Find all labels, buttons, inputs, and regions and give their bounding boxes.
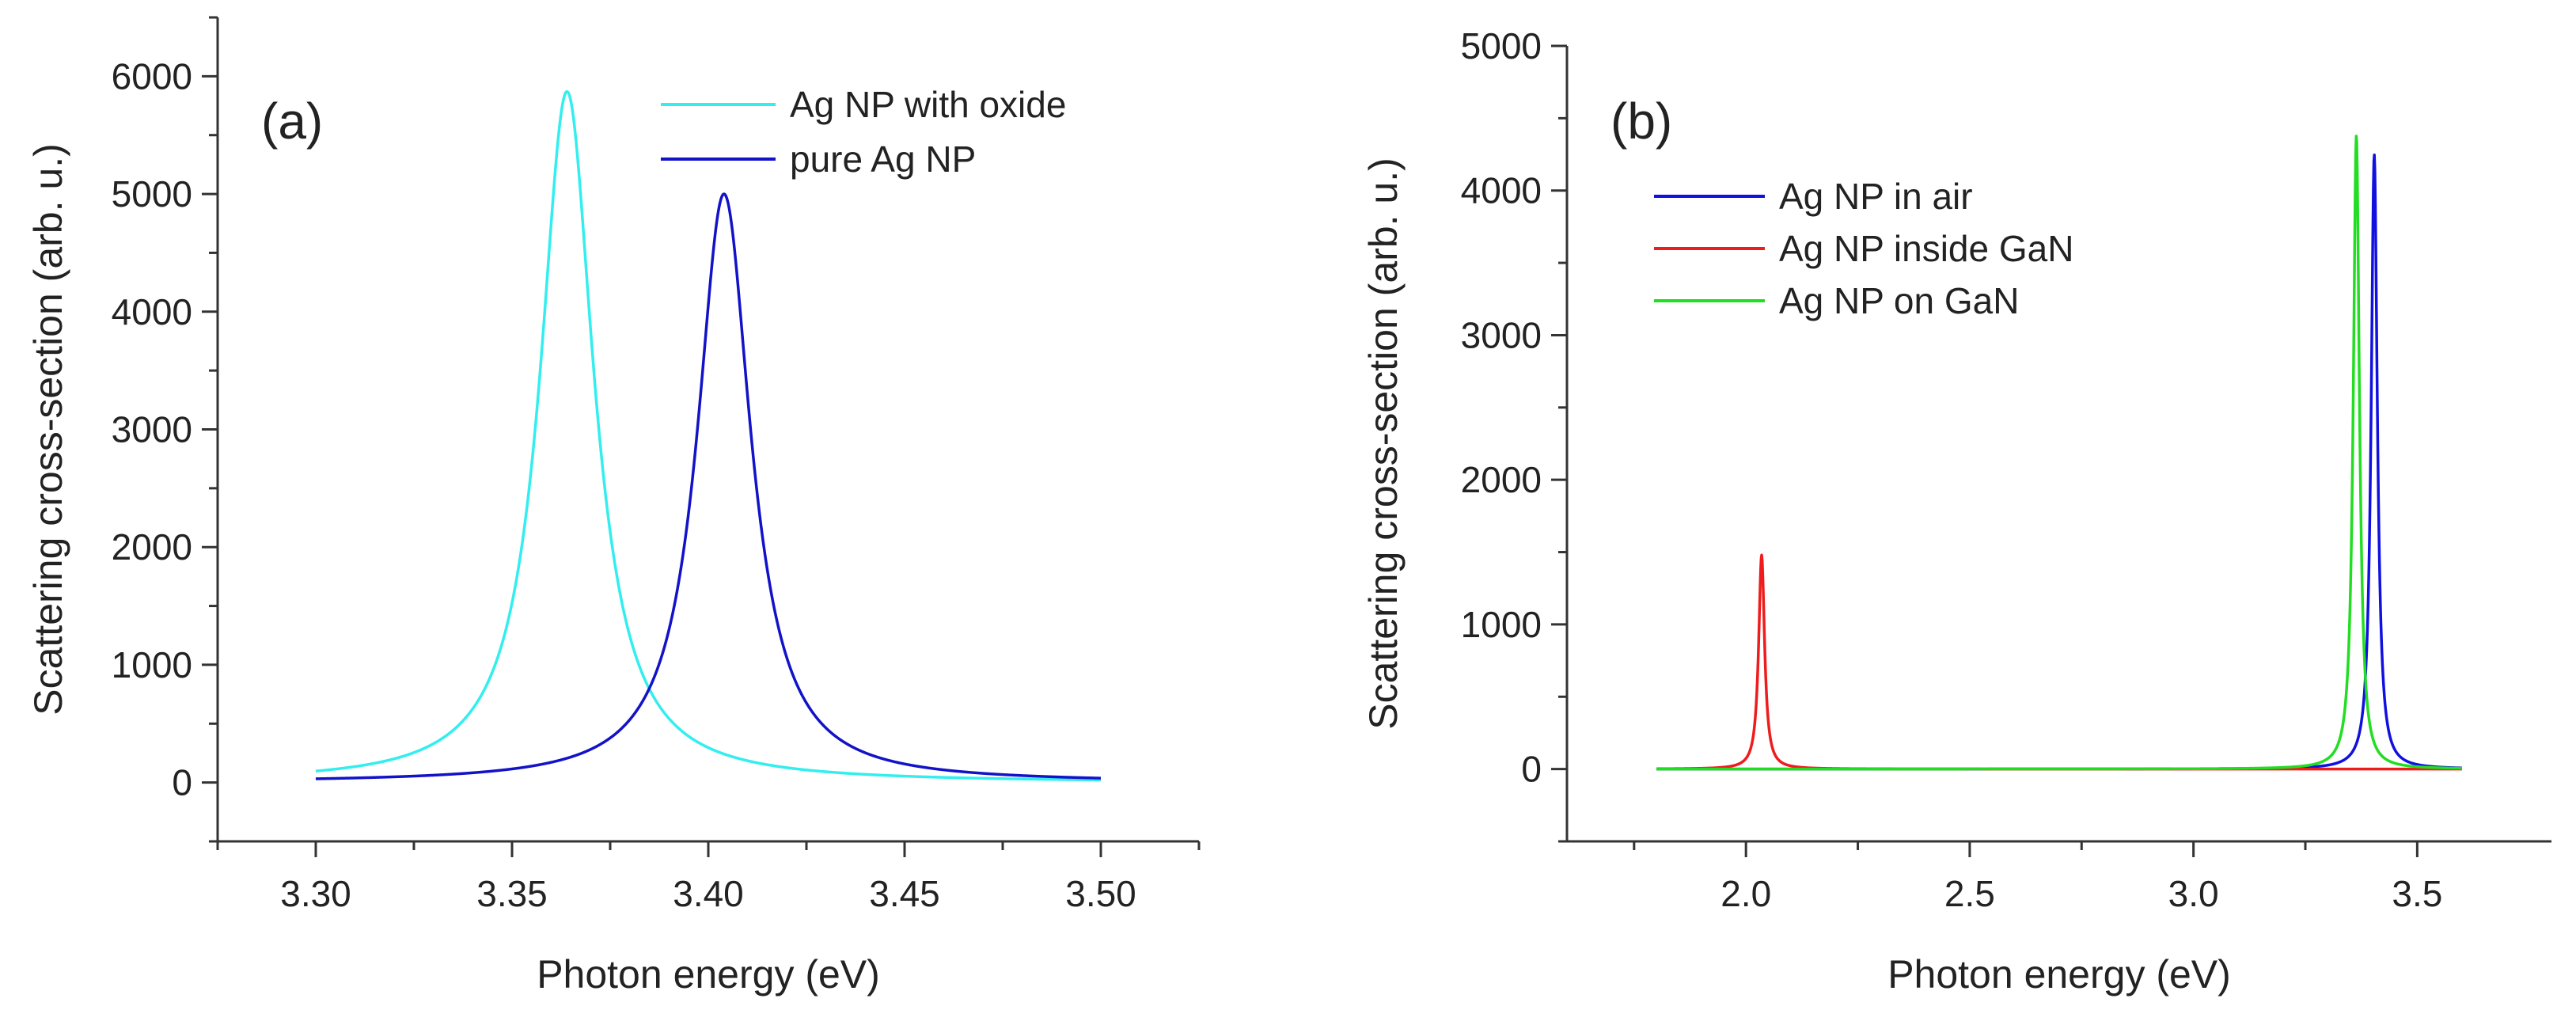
y-axis-title: Scattering cross-section (arb. u.) (26, 143, 70, 716)
y-tick-label: 1000 (1461, 604, 1542, 645)
y-tick-label: 0 (1521, 749, 1542, 790)
y-tick-label: 2000 (112, 526, 192, 568)
y-tick-label: 1000 (112, 644, 192, 685)
y-tick-label: 6000 (112, 55, 192, 97)
y-tick-label: 5000 (112, 173, 192, 214)
panel-a: 3.30 3.35 3.40 3.45 3.50 0 1000 2000 3000 4000 500… (26, 16, 1201, 997)
x-tick-label: 3.0 (2168, 873, 2219, 914)
panel-label: (b) (1610, 93, 1672, 150)
legend-label: Ag NP in air (1779, 176, 1973, 217)
x-tick-label: 2.5 (1944, 873, 1995, 914)
legend-label: Ag NP inside GaN (1779, 228, 2073, 269)
y-tick-label: 0 (172, 762, 192, 803)
y-axis-title: Scattering cross-section (arb. u.) (1361, 158, 1406, 730)
panel-label: (a) (261, 93, 323, 150)
panel-b: 2.0 2.5 3.0 3.5 0 1000 2000 3000 4000 5000 Photon … (1361, 25, 2551, 997)
x-axis-title: Photon energy (eV) (1887, 952, 2231, 997)
x-tick-label: 3.35 (476, 873, 548, 914)
y-tick-label: 2000 (1461, 459, 1542, 500)
y-tick-label: 3000 (112, 409, 192, 450)
y-tick-label: 4000 (112, 291, 192, 332)
series-line-ag-np-with-oxide (314, 89, 1102, 782)
x-tick-label: 3.45 (869, 873, 940, 914)
x-tick-label: 3.40 (673, 873, 744, 914)
legend-label: pure Ag NP (790, 139, 976, 180)
y-tick-label: 5000 (1461, 25, 1542, 66)
legend-label: Ag NP with oxide (790, 84, 1066, 125)
x-tick-label: 3.50 (1065, 873, 1136, 914)
y-tick-label: 4000 (1461, 170, 1542, 211)
series-line-ag-np-on-gan (1655, 135, 2464, 771)
x-tick-label: 3.5 (2392, 873, 2442, 914)
x-tick-label: 2.0 (1720, 873, 1771, 914)
y-tick-label: 3000 (1461, 314, 1542, 355)
x-axis-title: Photon energy (eV) (537, 952, 880, 997)
legend-label: Ag NP on GaN (1779, 280, 2019, 321)
series-line-pure-ag-np (314, 192, 1102, 780)
x-tick-label: 3.30 (280, 873, 351, 914)
